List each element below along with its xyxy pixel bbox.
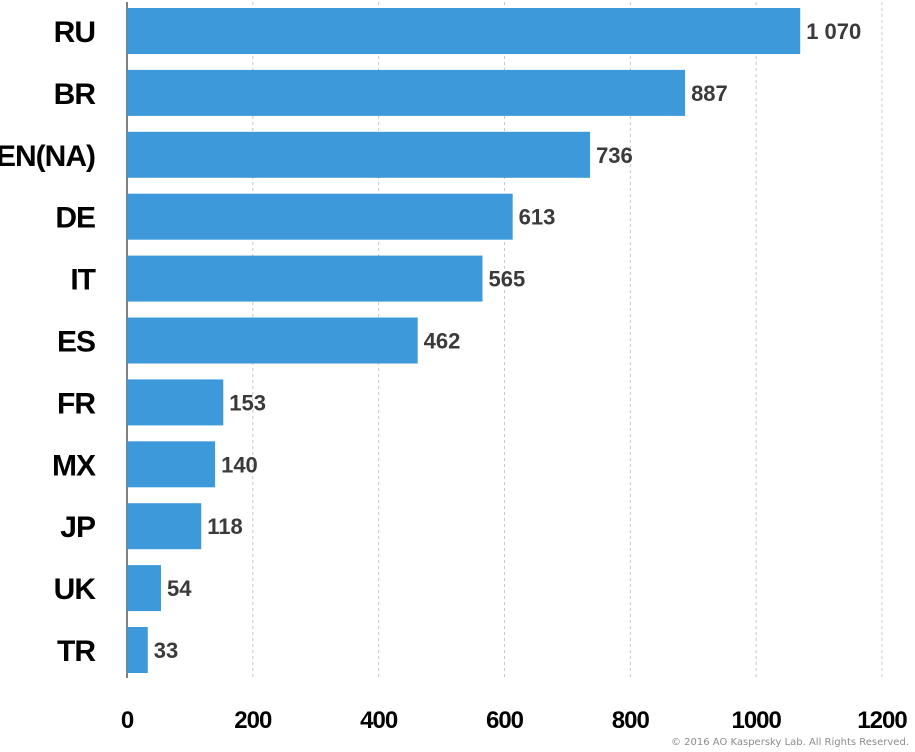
value-label: 118 bbox=[207, 514, 243, 539]
category-label: DE bbox=[55, 202, 95, 235]
bars bbox=[127, 8, 801, 673]
category-label: JP bbox=[60, 511, 95, 544]
value-labels: 1 070 887 736 613 565 462 153 140 118 54 33 bbox=[154, 19, 862, 663]
copyright-notice: © 2016 AO Kaspersky Lab. All Rights Rese… bbox=[670, 737, 909, 748]
bar bbox=[127, 255, 483, 302]
value-label: 140 bbox=[221, 452, 258, 477]
value-label: 1 070 bbox=[806, 19, 861, 44]
category-labels: RU BR EN(NA) DE IT ES FR MX JP UK TR bbox=[0, 16, 97, 668]
bar bbox=[127, 565, 161, 612]
value-label: 565 bbox=[488, 267, 525, 292]
value-label: 613 bbox=[519, 205, 556, 230]
category-label: UK bbox=[54, 573, 97, 606]
category-label: EN(NA) bbox=[0, 140, 95, 173]
x-axis-ticks: 0 200 400 600 800 1000 1200 bbox=[121, 707, 909, 734]
value-label: 462 bbox=[424, 329, 461, 354]
category-label: MX bbox=[52, 449, 96, 482]
category-label: BR bbox=[54, 78, 97, 111]
x-tick-label: 1200 bbox=[857, 707, 907, 734]
category-label: IT bbox=[70, 264, 95, 297]
x-tick-label: 0 bbox=[121, 707, 134, 734]
value-label: 33 bbox=[154, 638, 178, 663]
x-tick-label: 1000 bbox=[731, 707, 781, 734]
category-label: FR bbox=[57, 387, 96, 420]
bar bbox=[127, 379, 224, 426]
bar bbox=[127, 441, 216, 488]
x-tick-label: 400 bbox=[360, 707, 398, 734]
value-label: 54 bbox=[167, 576, 192, 601]
bar bbox=[127, 317, 418, 364]
x-tick-label: 200 bbox=[234, 707, 272, 734]
category-label: ES bbox=[57, 326, 95, 359]
x-tick-label: 800 bbox=[612, 707, 650, 734]
value-label: 736 bbox=[596, 143, 633, 168]
x-tick-label: 600 bbox=[486, 707, 524, 734]
category-label: RU bbox=[54, 16, 95, 49]
bar bbox=[127, 8, 801, 54]
category-label: TR bbox=[57, 635, 96, 668]
value-label: 887 bbox=[691, 81, 728, 106]
bar bbox=[127, 69, 686, 116]
value-label: 153 bbox=[229, 390, 266, 415]
bar bbox=[127, 503, 202, 550]
bar bbox=[127, 627, 148, 673]
bar bbox=[127, 131, 591, 178]
bar bbox=[127, 193, 513, 240]
